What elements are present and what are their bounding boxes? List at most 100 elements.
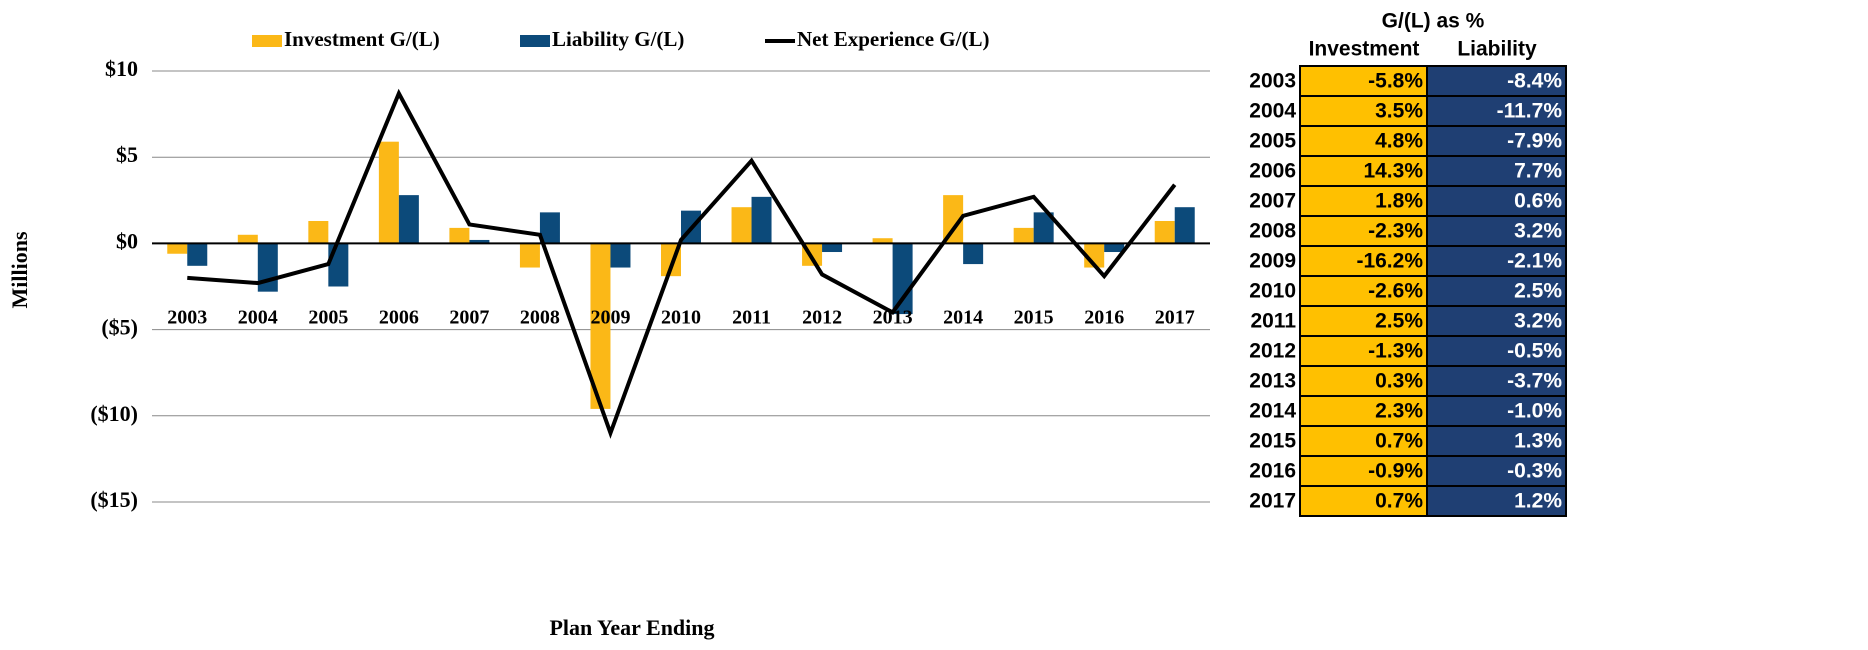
cell-investment <box>1299 365 1428 397</box>
legend-label: Net Experience G/(L) <box>797 27 989 51</box>
x-tick-label: 2011 <box>732 307 771 329</box>
x-tick-label: 2005 <box>308 307 348 329</box>
cell-liability <box>1426 215 1567 247</box>
row-year: 2006 <box>1249 160 1296 183</box>
bar <box>167 243 188 254</box>
cell-liability <box>1426 305 1567 337</box>
bar <box>1104 243 1125 253</box>
bar <box>237 234 258 244</box>
net-line <box>187 88 1177 439</box>
investment-pct: 14.3% <box>1363 160 1423 183</box>
investment-pct: 0.7% <box>1375 430 1423 453</box>
bar <box>378 141 399 244</box>
x-tick-label: 2012 <box>802 307 842 329</box>
y-tick-label: ($10) <box>90 401 138 426</box>
liability-pct: 3.2% <box>1514 310 1562 333</box>
cell-liability <box>1426 155 1567 187</box>
investment-pct: 0.3% <box>1375 370 1423 393</box>
bar <box>963 243 984 265</box>
cell-investment <box>1299 155 1428 187</box>
bar <box>539 212 560 244</box>
legend-label: Investment G/(L) <box>284 27 440 51</box>
cell-liability <box>1426 65 1567 97</box>
cell-liability <box>1426 275 1567 307</box>
cell-investment <box>1299 125 1428 157</box>
liability-pct: -0.3% <box>1507 460 1562 483</box>
row-year: 2005 <box>1249 130 1296 153</box>
liability-pct: -0.5% <box>1507 340 1562 363</box>
liability-pct: -1.0% <box>1507 400 1562 423</box>
investment-pct: 1.8% <box>1375 190 1423 213</box>
investment-pct: -1.3% <box>1368 340 1423 363</box>
x-tick-label: 2006 <box>379 307 419 329</box>
bar <box>449 227 470 244</box>
investment-pct: 2.3% <box>1375 400 1423 423</box>
y-tick-label: $0 <box>116 228 138 253</box>
cell-investment <box>1299 215 1428 247</box>
row-year: 2017 <box>1249 490 1296 513</box>
bar <box>519 243 540 268</box>
x-tick-label: 2016 <box>1084 307 1124 329</box>
row-year: 2011 <box>1250 310 1296 333</box>
bar <box>751 196 772 244</box>
y-tick-label: ($15) <box>90 487 138 512</box>
liability-pct: -7.9% <box>1507 130 1562 153</box>
row-year: 2014 <box>1249 400 1296 423</box>
investment-pct: 0.7% <box>1375 490 1423 513</box>
row-year: 2008 <box>1249 220 1296 243</box>
y-tick-label: $10 <box>105 56 138 81</box>
investment-pct: -2.3% <box>1368 220 1423 243</box>
cell-liability <box>1426 335 1567 367</box>
x-tick-label: 2004 <box>238 307 278 329</box>
liability-pct: -11.7% <box>1497 100 1563 123</box>
investment-pct: 3.5% <box>1375 100 1423 123</box>
cell-liability <box>1426 365 1567 397</box>
liability-pct: -2.1% <box>1507 250 1562 273</box>
row-year: 2003 <box>1249 70 1296 93</box>
legend-swatch <box>520 35 550 47</box>
row-year: 2010 <box>1249 280 1296 303</box>
investment-pct: -5.8% <box>1368 70 1423 93</box>
row-year: 2004 <box>1249 100 1296 123</box>
cell-liability <box>1426 185 1567 217</box>
table-header: Investment <box>1309 38 1420 61</box>
investment-pct: -2.6% <box>1368 280 1423 303</box>
bar <box>872 238 893 244</box>
cell-investment <box>1299 245 1428 277</box>
bar <box>328 243 349 287</box>
y-axis-label: Millions <box>7 231 32 308</box>
bar <box>610 243 631 268</box>
x-tick-label: 2007 <box>449 307 489 329</box>
bar <box>187 243 208 266</box>
x-tick-label: 2009 <box>590 307 630 329</box>
x-tick-label: 2008 <box>520 307 560 329</box>
bar <box>1154 220 1175 244</box>
liability-pct: 1.2% <box>1514 490 1562 513</box>
cell-investment <box>1299 335 1428 367</box>
legend-label: Liability G/(L) <box>552 27 684 51</box>
liability-pct: 7.7% <box>1514 160 1562 183</box>
x-tick-label: 2014 <box>943 307 983 329</box>
investment-pct: -0.9% <box>1368 460 1423 483</box>
liability-pct: 0.6% <box>1514 190 1562 213</box>
x-tick-label: 2017 <box>1155 307 1195 329</box>
investment-pct: 4.8% <box>1375 130 1423 153</box>
bar <box>822 243 843 253</box>
bar <box>257 243 278 292</box>
bar <box>469 239 490 244</box>
bar <box>1174 207 1195 244</box>
liability-pct: 2.5% <box>1514 280 1562 303</box>
bar <box>590 243 611 409</box>
cell-liability <box>1426 245 1567 277</box>
row-year: 2016 <box>1249 460 1296 483</box>
row-year: 2012 <box>1249 340 1296 363</box>
y-tick-label: $5 <box>116 142 138 167</box>
investment-pct: -16.2% <box>1356 250 1423 273</box>
cell-liability <box>1426 485 1567 517</box>
liability-pct: -3.7% <box>1507 370 1562 393</box>
bar <box>398 195 419 244</box>
investment-pct: 2.5% <box>1375 310 1423 333</box>
row-year: 2013 <box>1249 370 1296 393</box>
table-header: Liability <box>1457 38 1537 61</box>
